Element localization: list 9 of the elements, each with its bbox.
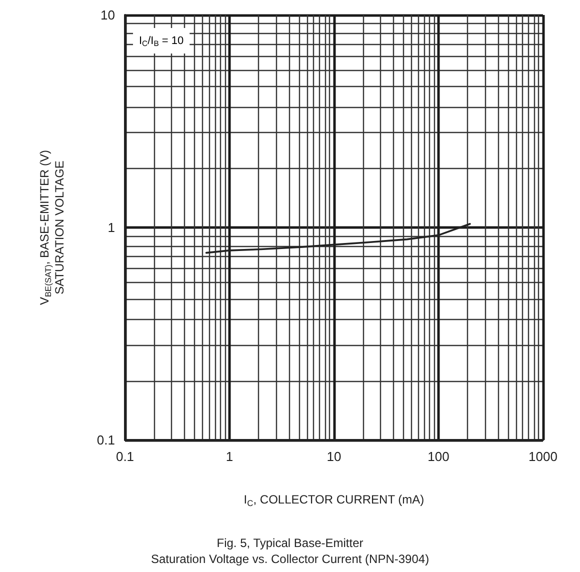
x-tick-label: 1 xyxy=(226,449,234,464)
x-tick-label: 0.1 xyxy=(116,449,134,464)
x-tick-label: 100 xyxy=(428,449,450,464)
text: Fig. 5, Typical Base-Emitter Saturation Voltage vs. Collector Current (NPN-3904) xyxy=(150,536,430,566)
y-tick-label: 10 xyxy=(100,8,115,22)
x-tick-label: 10 xyxy=(326,449,342,464)
x-tick-label: 1000 xyxy=(528,449,558,464)
y-tick-label: 1 xyxy=(108,220,115,235)
y-tick-label: 0.1 xyxy=(96,432,115,448)
